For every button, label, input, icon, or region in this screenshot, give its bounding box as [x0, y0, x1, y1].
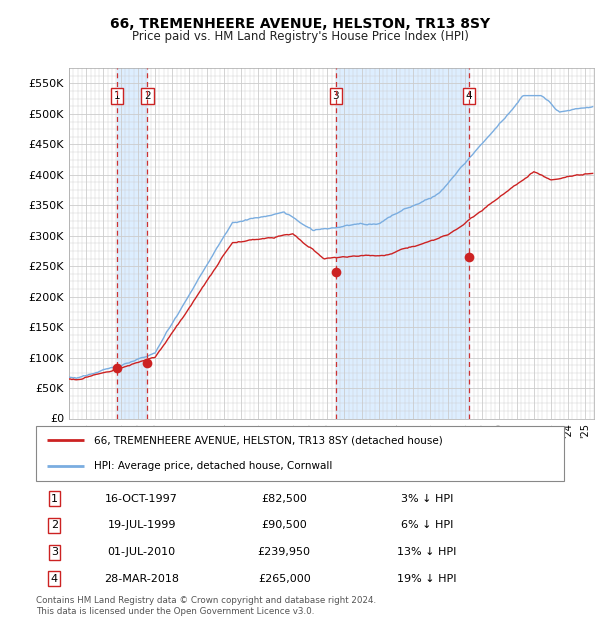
FancyBboxPatch shape [36, 426, 564, 481]
Text: 3: 3 [51, 547, 58, 557]
Text: 2: 2 [144, 91, 151, 101]
Bar [336, 68, 469, 418]
Text: £265,000: £265,000 [258, 574, 311, 584]
Text: 3% ↓ HPI: 3% ↓ HPI [401, 494, 453, 504]
Text: 66, TREMENHEERE AVENUE, HELSTON, TR13 8SY (detached house): 66, TREMENHEERE AVENUE, HELSTON, TR13 8S… [94, 435, 443, 445]
Text: Price paid vs. HM Land Registry's House Price Index (HPI): Price paid vs. HM Land Registry's House … [131, 30, 469, 43]
Text: HPI: Average price, detached house, Cornwall: HPI: Average price, detached house, Corn… [94, 461, 332, 471]
Text: 1: 1 [51, 494, 58, 504]
Bar [117, 68, 148, 418]
Text: £82,500: £82,500 [261, 494, 307, 504]
Text: 6% ↓ HPI: 6% ↓ HPI [401, 520, 453, 531]
Text: £239,950: £239,950 [257, 547, 311, 557]
Text: 13% ↓ HPI: 13% ↓ HPI [397, 547, 457, 557]
Text: 19-JUL-1999: 19-JUL-1999 [107, 520, 176, 531]
Text: 2: 2 [51, 520, 58, 531]
Text: Contains HM Land Registry data © Crown copyright and database right 2024.
This d: Contains HM Land Registry data © Crown c… [36, 596, 376, 616]
Text: 4: 4 [466, 91, 472, 101]
Text: 01-JUL-2010: 01-JUL-2010 [107, 547, 176, 557]
Text: 3: 3 [332, 91, 339, 101]
Text: 66, TREMENHEERE AVENUE, HELSTON, TR13 8SY: 66, TREMENHEERE AVENUE, HELSTON, TR13 8S… [110, 17, 490, 32]
Text: 1: 1 [114, 91, 121, 101]
Text: 4: 4 [51, 574, 58, 584]
Text: 19% ↓ HPI: 19% ↓ HPI [397, 574, 457, 584]
Text: £90,500: £90,500 [261, 520, 307, 531]
Text: 28-MAR-2018: 28-MAR-2018 [104, 574, 179, 584]
Text: 16-OCT-1997: 16-OCT-1997 [105, 494, 178, 504]
